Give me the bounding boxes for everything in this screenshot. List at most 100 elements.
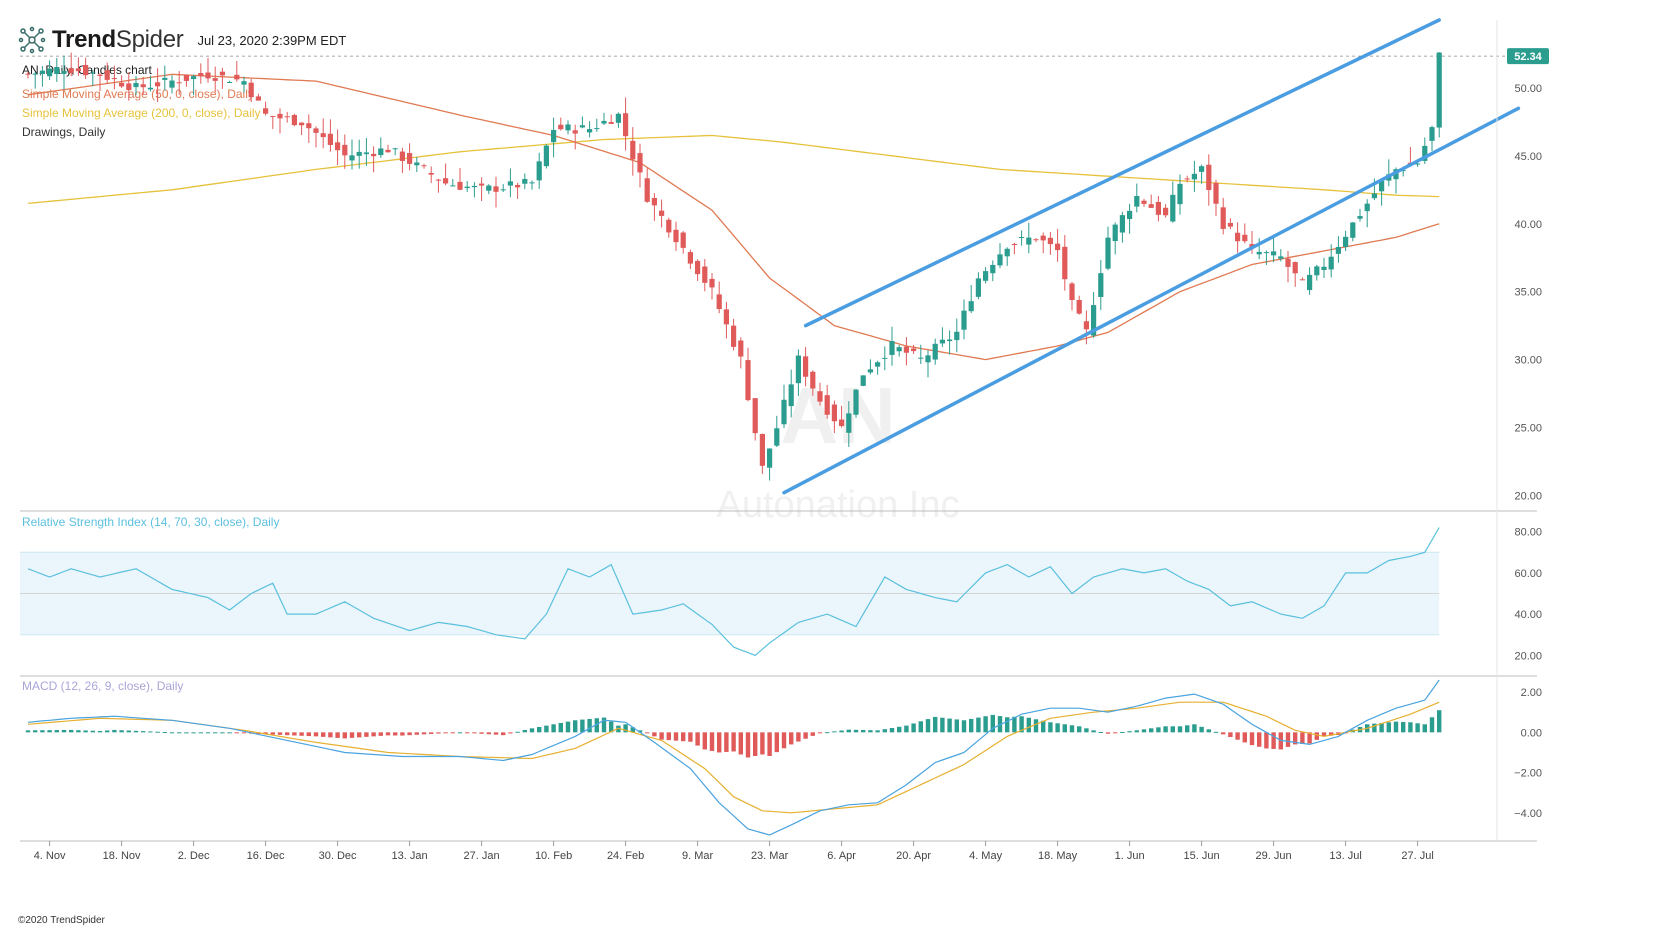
rsi-y-tick: 60.00 — [1514, 568, 1542, 580]
macd-histogram-bar — [313, 732, 319, 737]
macd-histogram-bar — [1422, 724, 1427, 733]
candle-body — [255, 96, 261, 101]
macd-histogram-bar — [681, 732, 686, 742]
macd-histogram-bar — [537, 726, 542, 733]
macd-histogram-bar — [371, 732, 376, 737]
macd-histogram-bar — [637, 730, 643, 733]
candle-body — [903, 346, 909, 353]
macd-histogram-bar — [1206, 729, 1211, 733]
macd-histogram-bar — [421, 732, 427, 735]
macd-histogram-bar — [645, 732, 650, 734]
candle-body — [1127, 210, 1133, 220]
candle-body — [644, 178, 650, 202]
price-panel[interactable]: 52.34 — [20, 18, 1549, 495]
macd-histogram-bar — [414, 732, 419, 735]
candle-body — [1177, 183, 1183, 205]
candle-body — [270, 116, 276, 118]
macd-histogram-bar — [479, 732, 484, 734]
macd-histogram-bar — [724, 732, 729, 752]
brand-header: Trend Spider Jul 23, 2020 2:39PM EDT — [18, 22, 346, 58]
candle-body — [83, 64, 89, 76]
rsi-y-tick: 40.00 — [1514, 609, 1542, 621]
candle-body — [176, 82, 182, 84]
candle-body — [1285, 258, 1291, 267]
macd-panel[interactable] — [25, 679, 1442, 836]
macd-histogram-bar — [925, 719, 931, 733]
macd-histogram-bar — [493, 732, 499, 735]
x-tick-label: 18. Nov — [103, 850, 141, 862]
macd-histogram-bar — [112, 729, 117, 733]
macd-histogram-bar — [616, 725, 621, 733]
macd-histogram-bar — [1221, 732, 1226, 735]
legend-rsi[interactable]: Relative Strength Index (14, 70, 30, clo… — [22, 515, 280, 529]
macd-histogram-bar — [853, 729, 859, 733]
candle-body — [479, 183, 485, 186]
macd-histogram-bar — [378, 732, 383, 736]
macd-y-tick: −4.00 — [1514, 808, 1542, 820]
macd-histogram-bar — [213, 732, 218, 734]
macd-histogram-bar — [688, 732, 693, 742]
candle-body — [911, 348, 917, 352]
price-y-tick: 35.00 — [1514, 287, 1542, 299]
candle-body — [284, 116, 290, 118]
candle-body — [1364, 203, 1370, 212]
macd-histogram-bar — [1091, 730, 1096, 733]
macd-histogram-bar — [1149, 728, 1154, 733]
candle-body — [183, 74, 189, 81]
axes: 50.00 45.00 40.00 35.00 30.00 25.00 20.00 80.00… — [20, 20, 1542, 862]
macd-histogram-bar — [990, 714, 995, 733]
price-y-tick: 45.00 — [1514, 151, 1542, 163]
macd-y-tick: −2.00 — [1514, 768, 1542, 780]
candle-body — [565, 124, 571, 131]
candle-body — [1148, 204, 1154, 208]
macd-histogram-bar — [594, 718, 599, 733]
legend-drawings[interactable]: Drawings, Daily — [22, 125, 106, 139]
macd-histogram-bar — [1005, 717, 1010, 733]
macd-histogram-bar — [1285, 732, 1291, 747]
candle-body — [68, 68, 74, 74]
candle-body — [781, 399, 787, 425]
macd-histogram-bar — [652, 732, 657, 737]
candle-body — [1379, 180, 1385, 192]
macd-histogram-bar — [76, 730, 81, 733]
candle-body — [435, 179, 441, 181]
candle-body — [327, 133, 333, 145]
candle-body — [407, 153, 413, 164]
candle-body — [111, 78, 117, 80]
macd-histogram-bar — [976, 717, 981, 733]
candle-body — [918, 357, 924, 359]
macd-histogram-bar — [1163, 726, 1168, 733]
candle-body — [378, 148, 384, 156]
candle-body — [140, 84, 146, 88]
candle-body — [515, 184, 521, 188]
candle-body — [1227, 222, 1233, 227]
legend-macd[interactable]: MACD (12, 26, 9, close), Daily — [22, 679, 184, 693]
candle-body — [450, 185, 456, 187]
candle-body — [831, 404, 837, 422]
watermark-ticker: AN — [780, 371, 896, 460]
macd-histogram-bar — [364, 732, 369, 737]
macd-histogram-bar — [292, 732, 297, 736]
legend-sma50[interactable]: Simple Moving Average (50, 0, close), Da… — [22, 87, 254, 101]
macd-histogram-bar — [162, 732, 167, 734]
chart-timestamp: Jul 23, 2020 2:39PM EDT — [197, 32, 347, 48]
rsi-panel[interactable] — [20, 527, 1440, 657]
macd-histogram-bar — [515, 731, 520, 733]
candle-body — [824, 395, 830, 415]
candle-body — [493, 186, 499, 192]
candle-body — [1069, 283, 1075, 301]
macd-histogram-bar — [846, 729, 851, 733]
macd-histogram-bar — [673, 732, 679, 741]
macd-histogram-bar — [882, 729, 887, 733]
legend-sma200[interactable]: Simple Moving Average (200, 0, close), D… — [22, 106, 261, 120]
macd-histogram-bar — [954, 719, 959, 733]
candle-body — [601, 120, 607, 124]
macd-histogram-bar — [205, 732, 211, 734]
macd-histogram-bar — [306, 732, 311, 737]
candle-body — [558, 124, 564, 130]
macd-histogram-bar — [933, 716, 938, 733]
x-tick-label: 2. Dec — [178, 850, 210, 862]
macd-histogram-bar — [25, 730, 31, 733]
macd-y-tick: 2.00 — [1521, 687, 1542, 699]
